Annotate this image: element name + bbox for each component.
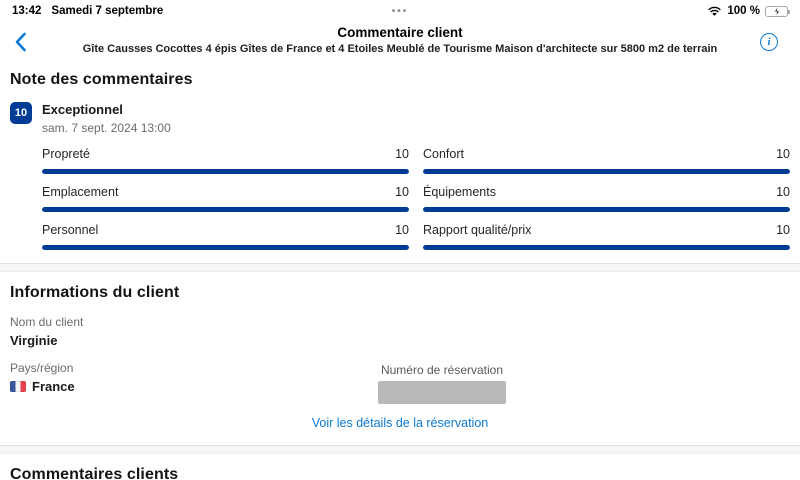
rating-value: 10 — [776, 185, 790, 199]
rating-label: Confort — [423, 147, 464, 161]
section-divider — [0, 263, 800, 272]
charging-bolt-icon — [773, 6, 781, 17]
rating-item-comfort: Confort 10 — [423, 147, 790, 174]
rating-value: 10 — [395, 185, 409, 199]
chevron-left-icon — [15, 32, 26, 52]
page-title: Commentaire client — [337, 25, 463, 40]
review-score-heading: Note des commentaires — [10, 71, 193, 88]
review-datetime: sam. 7 sept. 2024 13:00 — [42, 121, 171, 135]
guest-comments-section: Commentaires clients + Superbe endroit e… — [10, 466, 790, 480]
multitask-dots-icon: ••• — [391, 5, 409, 17]
score-label: Exceptionnel — [42, 102, 123, 117]
reservation-number-block: Numéro de réservation — [362, 363, 522, 404]
rating-value: 10 — [395, 223, 409, 237]
status-bar: 13:42 Samedi 7 septembre ••• 100 % — [0, 0, 800, 22]
reservation-number-label: Numéro de réservation — [380, 363, 504, 377]
status-time: 13:42 — [12, 5, 42, 17]
wifi-icon — [708, 6, 722, 16]
rating-label: Propreté — [42, 147, 90, 161]
rating-bar — [42, 207, 409, 212]
rating-label: Personnel — [42, 223, 99, 237]
battery-charging-icon — [765, 5, 790, 17]
rating-value: 10 — [776, 223, 790, 237]
property-name-subtitle: Gîte Causses Cocottes 4 épis Gîtes de Fr… — [82, 43, 718, 55]
guest-comments-heading: Commentaires clients — [10, 466, 179, 480]
france-flag-icon — [10, 381, 26, 392]
rating-value: 10 — [776, 147, 790, 161]
back-button[interactable] — [8, 30, 32, 54]
section-divider — [0, 445, 800, 454]
rating-item-facilities: Équipements 10 — [423, 185, 790, 212]
rating-item-value-for-money: Rapport qualité/prix 10 — [423, 223, 790, 250]
rating-item-location: Emplacement 10 — [42, 185, 409, 212]
guest-name-label: Nom du client — [10, 315, 84, 329]
rating-bar — [423, 245, 790, 250]
country-label: Pays/région — [10, 361, 74, 375]
page-header: Commentaire client Gîte Causses Cocottes… — [0, 22, 800, 63]
rating-value: 10 — [395, 147, 409, 161]
review-score-section: Note des commentaires 10 Exceptionnel sa… — [10, 71, 790, 250]
guest-info-section: Informations du client Nom du client Vir… — [10, 284, 790, 432]
rating-bar — [423, 207, 790, 212]
status-date: Samedi 7 septembre — [51, 5, 164, 17]
score-summary: 10 Exceptionnel sam. 7 sept. 2024 13:00 — [10, 102, 790, 135]
rating-bar — [42, 169, 409, 174]
guest-name-value: Virginie — [10, 333, 58, 348]
reservation-number-redacted-value — [378, 381, 506, 404]
info-icon: i — [767, 36, 771, 48]
guest-info-heading: Informations du client — [10, 284, 180, 301]
guest-name-block: Nom du client Virginie — [10, 315, 790, 348]
rating-bar — [42, 245, 409, 250]
ratings-grid: Propreté 10 Confort 10 Emplacement 10 — [42, 147, 790, 250]
reservation-details-link[interactable]: Voir les détails de la réservation — [311, 416, 489, 430]
rating-item-staff: Personnel 10 — [42, 223, 409, 250]
rating-label: Rapport qualité/prix — [423, 223, 532, 237]
rating-label: Emplacement — [42, 185, 119, 199]
rating-bar — [423, 169, 790, 174]
battery-percent: 100 % — [727, 5, 760, 17]
country-value: France — [32, 379, 75, 394]
info-button[interactable]: i — [760, 33, 778, 51]
rating-item-cleanliness: Propreté 10 — [42, 147, 409, 174]
rating-label: Équipements — [423, 185, 496, 199]
score-badge: 10 — [10, 102, 32, 124]
guest-country-block: Pays/région France — [10, 361, 790, 394]
